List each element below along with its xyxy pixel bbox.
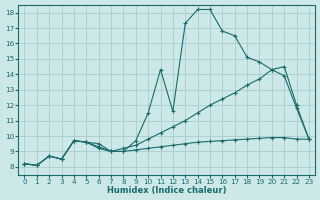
X-axis label: Humidex (Indice chaleur): Humidex (Indice chaleur)	[107, 186, 227, 195]
